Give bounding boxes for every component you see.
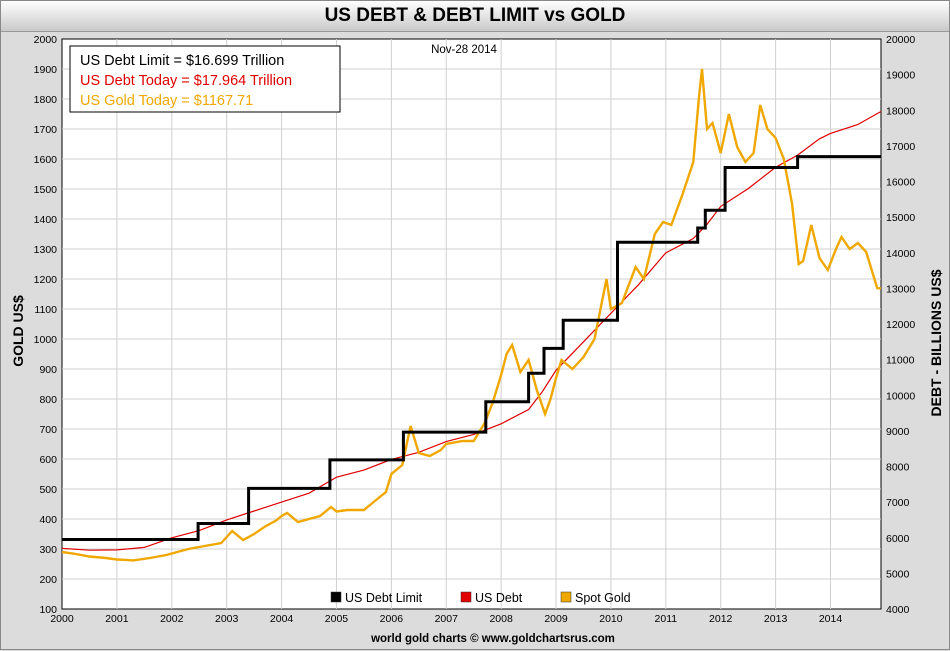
y-tick-label-left: 1200 (34, 274, 58, 286)
legend-swatch-us-debt (460, 591, 472, 603)
x-tick-label: 2010 (599, 613, 623, 625)
y-tick-label-left: 1400 (34, 214, 58, 226)
x-tick-label: 2009 (544, 613, 568, 625)
chart-title: US DEBT & DEBT LIMIT vs GOLD (1, 1, 949, 32)
y-tick-label-right: 12000 (886, 319, 915, 331)
y-tick-label-left: 200 (39, 574, 57, 586)
legend: US Debt Limit US Debt Spot Gold (330, 591, 631, 605)
y-axis-label-right: DEBT - BILLIONS US$ (928, 269, 944, 416)
x-tick-label: 2003 (215, 613, 239, 625)
x-tick-label: 2012 (709, 613, 733, 625)
x-tick-label: 2002 (160, 613, 184, 625)
info-box-line: US Debt Limit = $16.699 Trillion (80, 53, 284, 69)
y-tick-label-left: 600 (39, 454, 57, 466)
info-box-line: US Gold Today = $1167.71 (80, 93, 253, 109)
y-tick-label-left: 1600 (34, 154, 58, 166)
y-tick-label-left: 1100 (34, 304, 57, 316)
y-axis-label-left: GOLD US$ (10, 295, 26, 367)
chart-svg: 100 200 300 400 500 600 700 800 900 1000 1100 1200 1… (10, 34, 944, 645)
y-tick-label-left: 1800 (34, 94, 58, 106)
legend-label-us-debt-limit: US Debt Limit (345, 591, 423, 605)
x-tick-label: 2008 (489, 613, 513, 625)
y-tick-label-left: 1900 (34, 64, 58, 76)
y-tick-label-right: 20000 (886, 34, 915, 46)
y-tick-label-left: 500 (39, 484, 57, 496)
y-tick-label-right: 4000 (886, 604, 910, 616)
info-box-frame (69, 45, 341, 113)
x-tick-label: 2000 (50, 613, 74, 625)
x-tick-label: 2013 (764, 613, 788, 625)
y-tick-label-right: 7000 (886, 497, 910, 509)
y-tick-label-left: 800 (39, 394, 57, 406)
y-tick-label-left: 100 (39, 604, 57, 616)
y-tick-label-right: 19000 (886, 70, 915, 82)
info-box: US Debt Limit = $16.699 Trillion US Debt … (69, 45, 341, 113)
x-tick-label: 2004 (270, 613, 294, 625)
y-tick-label-left: 700 (39, 424, 57, 436)
y-tick-label-right: 17000 (886, 141, 915, 153)
series-line-us-debt-limit (62, 155, 881, 541)
series-line-us-debt (61, 110, 882, 551)
y-tick-label-right: 16000 (886, 177, 915, 189)
y-tick-label-left: 300 (39, 544, 57, 556)
x-tick-label: 2001 (105, 613, 129, 625)
y-tick-label-right: 8000 (886, 462, 910, 474)
series-line-spot-gold (61, 68, 882, 562)
legend-swatch-us-debt-limit (330, 591, 342, 603)
y-tick-label-right: 14000 (886, 248, 915, 260)
legend-label-spot-gold: Spot Gold (575, 591, 631, 605)
y-tick-label-right: 13000 (886, 283, 915, 295)
x-tick-label: 2014 (819, 613, 843, 625)
y-tick-label-right: 11000 (886, 355, 915, 367)
date-label: Nov-28 2014 (431, 44, 497, 56)
grid-lines (62, 39, 881, 609)
y-tick-label-left: 400 (39, 514, 57, 526)
info-box-line: US Debt Today = $17.964 Trillion (80, 73, 292, 89)
y-tick-label-right: 5000 (886, 568, 910, 580)
y-tick-label-right: 9000 (886, 426, 910, 438)
x-tick-label: 2011 (655, 613, 678, 625)
legend-label-us-debt: US Debt (475, 591, 523, 605)
y-tick-label-right: 10000 (886, 390, 915, 402)
y-tick-label-left: 1000 (34, 334, 58, 346)
y-tick-label-left: 2000 (34, 34, 58, 46)
y-tick-label-left: 1700 (34, 124, 58, 136)
plot-area (61, 38, 882, 610)
series-layer (61, 68, 882, 562)
x-tick-label: 2006 (380, 613, 404, 625)
y-tick-label-left: 1500 (34, 184, 58, 196)
y-tick-label-left: 1300 (34, 244, 58, 256)
x-tick-label: 2005 (325, 613, 349, 625)
footer-credit: world gold charts © www.goldchartsrus.co… (370, 633, 615, 645)
y-tick-label-left: 900 (39, 364, 57, 376)
y-tick-label-right: 18000 (886, 105, 915, 117)
y-tick-label-right: 15000 (886, 212, 915, 224)
axes-labels: 100 200 300 400 500 600 700 800 900 1000 1100 1200 1… (34, 34, 916, 625)
x-tick-label: 2007 (435, 613, 459, 625)
y-tick-label-right: 6000 (886, 533, 910, 545)
legend-swatch-spot-gold (560, 591, 572, 603)
